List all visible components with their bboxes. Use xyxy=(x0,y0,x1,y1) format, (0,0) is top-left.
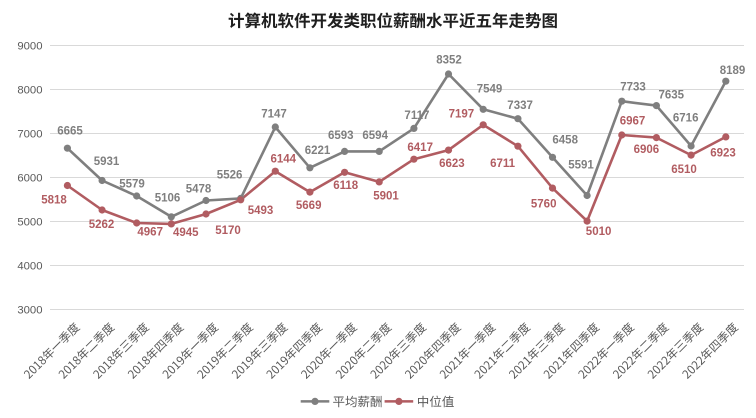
svg-text:8000: 8000 xyxy=(17,85,42,97)
svg-text:7197: 7197 xyxy=(449,109,475,121)
svg-text:7000: 7000 xyxy=(17,129,42,141)
svg-text:6593: 6593 xyxy=(328,130,354,142)
svg-text:6967: 6967 xyxy=(620,115,646,127)
svg-text:6118: 6118 xyxy=(333,180,359,192)
svg-text:6716: 6716 xyxy=(673,113,699,125)
svg-text:6144: 6144 xyxy=(271,153,297,165)
svg-text:5170: 5170 xyxy=(215,225,241,237)
svg-text:4945: 4945 xyxy=(173,227,199,239)
svg-text:6417: 6417 xyxy=(407,142,433,154)
svg-text:5931: 5931 xyxy=(94,156,120,168)
svg-text:5901: 5901 xyxy=(373,191,399,203)
svg-text:9000: 9000 xyxy=(17,41,42,53)
svg-text:6623: 6623 xyxy=(439,158,465,170)
svg-text:6665: 6665 xyxy=(57,126,83,138)
svg-text:6594: 6594 xyxy=(362,130,388,142)
svg-text:5669: 5669 xyxy=(296,200,322,212)
svg-text:4000: 4000 xyxy=(17,261,42,273)
svg-text:6221: 6221 xyxy=(305,145,331,157)
svg-text:5591: 5591 xyxy=(568,160,594,172)
svg-text:6510: 6510 xyxy=(671,164,697,176)
svg-text:5106: 5106 xyxy=(155,192,181,204)
svg-text:7549: 7549 xyxy=(477,83,503,95)
svg-text:7733: 7733 xyxy=(620,81,646,93)
svg-text:5818: 5818 xyxy=(41,195,67,207)
svg-text:5010: 5010 xyxy=(586,226,612,238)
svg-text:8189: 8189 xyxy=(720,65,746,77)
svg-text:7147: 7147 xyxy=(261,109,287,121)
svg-text:5526: 5526 xyxy=(217,170,243,182)
svg-text:3000: 3000 xyxy=(17,305,42,317)
svg-text:7117: 7117 xyxy=(404,110,429,122)
svg-text:5000: 5000 xyxy=(17,217,42,229)
svg-text:4967: 4967 xyxy=(137,226,163,238)
svg-text:7635: 7635 xyxy=(659,90,685,102)
svg-text:5760: 5760 xyxy=(531,198,557,210)
svg-text:5262: 5262 xyxy=(89,219,115,231)
svg-text:6000: 6000 xyxy=(17,173,42,185)
svg-text:6923: 6923 xyxy=(710,147,736,159)
svg-text:7337: 7337 xyxy=(507,100,533,112)
svg-text:6906: 6906 xyxy=(634,144,660,156)
svg-text:5493: 5493 xyxy=(248,205,274,217)
svg-text:5579: 5579 xyxy=(119,179,145,191)
svg-text:8352: 8352 xyxy=(436,55,462,67)
svg-text:6458: 6458 xyxy=(552,134,578,146)
svg-text:5478: 5478 xyxy=(186,183,212,195)
svg-text:6711: 6711 xyxy=(490,158,516,170)
